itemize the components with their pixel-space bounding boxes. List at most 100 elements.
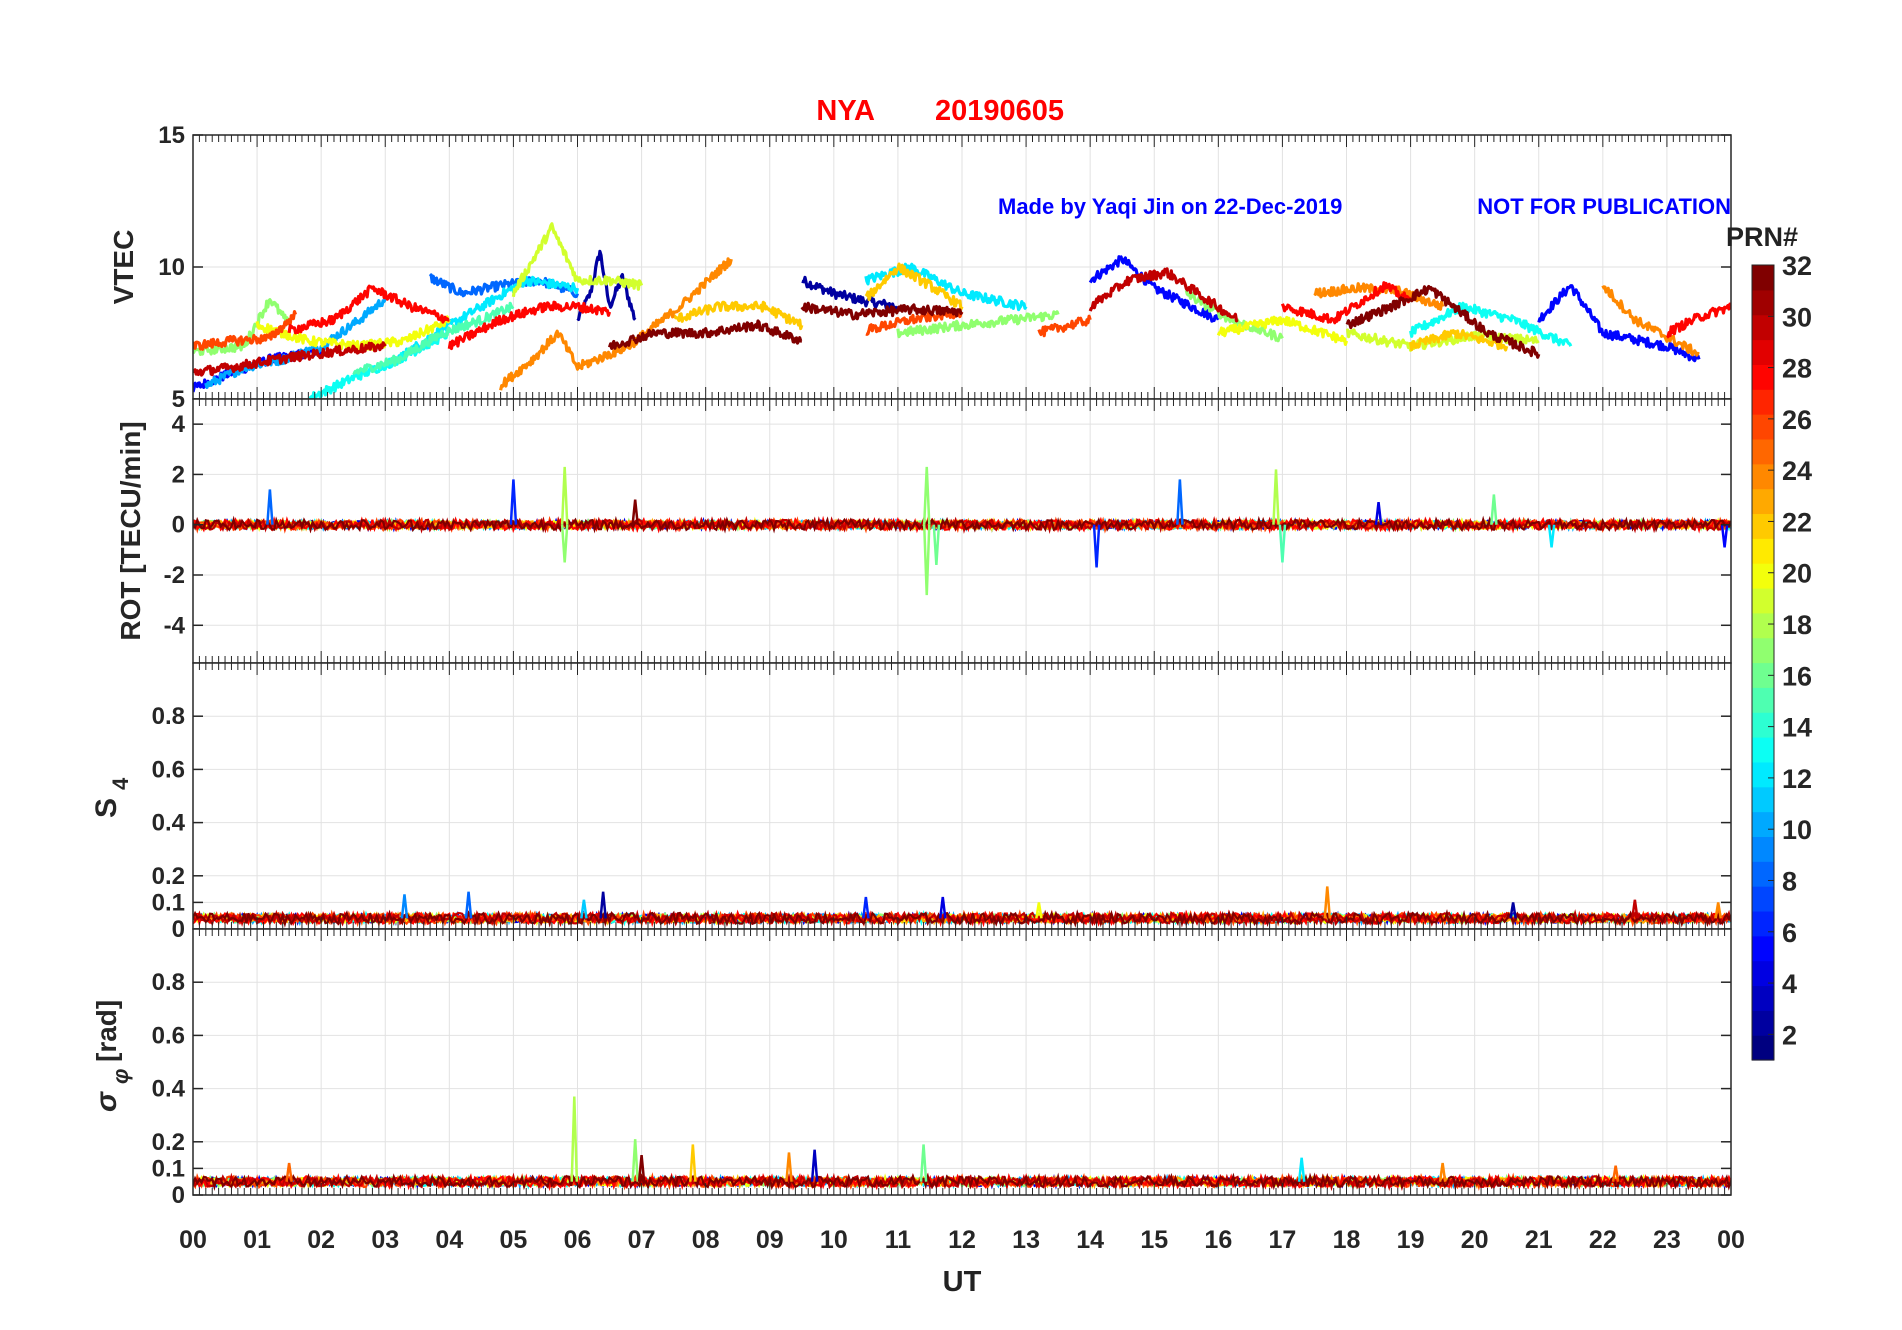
colorbar-band	[1752, 265, 1774, 291]
colorbar-band	[1752, 1035, 1774, 1061]
sigma_phi-spike	[637, 1154, 646, 1182]
x-tick-label: 19	[1397, 1226, 1425, 1254]
y-tick-label: 2	[172, 461, 185, 488]
colorbar-tick-label: 24	[1782, 456, 1812, 486]
rot-spike	[1092, 524, 1101, 568]
y-label-subscript: φ	[108, 1069, 133, 1084]
colorbar-tick-label: 14	[1782, 713, 1812, 743]
colorbar-tick-label: 18	[1782, 610, 1812, 640]
title-station: NYA	[816, 95, 875, 127]
y-tick-label: 0.6	[152, 1022, 185, 1049]
vtec-line-prn-5	[1537, 284, 1701, 363]
x-tick-label: 04	[435, 1226, 463, 1254]
panel-sigma_phi: 00.10.2 0.4 0.6 0.8 σφ [rad]	[90, 928, 1732, 1209]
s4-spike	[599, 891, 607, 919]
y-label-subscript: 4	[108, 777, 133, 790]
x-tick-labels: 00 01 02 03 04 05 06 07 08 09 10 11 12 13 14 15 16 17 18 19…	[179, 1226, 1745, 1254]
colorbar-band	[1752, 438, 1774, 465]
rot-spike	[1374, 501, 1383, 525]
y-tick-label: 0.2	[152, 863, 185, 890]
vtec-line-prn-20	[255, 315, 451, 353]
vtec-line-prn-30	[193, 341, 387, 377]
rot-spike	[922, 466, 931, 525]
sigma_phi-spike	[689, 1144, 697, 1182]
y-tick-label: 0.2	[152, 1129, 185, 1156]
colorbar-band	[1752, 1010, 1774, 1036]
vtec-line-prn-22	[1409, 329, 1509, 352]
rot-spike	[1272, 469, 1280, 525]
series-group	[193, 222, 1731, 399]
colorbar-band	[1752, 935, 1774, 962]
colorbar-band	[1752, 587, 1774, 614]
colorbar-band	[1752, 339, 1774, 365]
x-tick-label: 06	[564, 1226, 592, 1254]
rot-spike	[1278, 524, 1287, 563]
y-tick-label: 0	[172, 916, 185, 943]
vtec-line-prn-32	[800, 301, 964, 321]
sigma_phi-spike	[919, 1144, 928, 1182]
colorbar-band	[1752, 289, 1774, 316]
x-tick-label: 02	[307, 1226, 335, 1254]
vtec-line-prn-17	[896, 310, 1060, 339]
colorbar-tick-label: 4	[1782, 969, 1797, 999]
series-group	[193, 466, 1731, 596]
vtec-line-prn-28	[1280, 281, 1413, 325]
y-label-unit: [rad]	[91, 1000, 122, 1062]
vtec-line-prn-28	[1666, 302, 1731, 339]
colorbar-band	[1752, 811, 1774, 838]
y-tick-label: -4	[164, 612, 186, 639]
colorbar-tick-label: 22	[1782, 507, 1812, 537]
colorbar-tick-label: 8	[1782, 866, 1797, 896]
colorbar-band	[1752, 538, 1774, 564]
x-tick-label: 01	[243, 1226, 271, 1254]
sigma_phi-spike	[810, 1149, 819, 1182]
y-tick-label: 0.4	[152, 810, 186, 837]
colorbar-band	[1752, 662, 1774, 688]
vtec-line-prn-12	[864, 262, 1028, 312]
y-tick-label: 0	[172, 1182, 185, 1209]
vtec-line-prn-28	[447, 300, 612, 351]
colorbar-band	[1752, 513, 1774, 539]
vtec-line-prn-20	[1216, 315, 1349, 346]
x-tick-label: 16	[1204, 1226, 1232, 1254]
x-tick-label: 11	[885, 1226, 912, 1254]
colorbar-band	[1752, 836, 1774, 862]
y-axis-label-rot: ROT [TECU/min]	[115, 421, 146, 640]
colorbar-band	[1752, 314, 1774, 341]
y-label-main: σ	[90, 1091, 123, 1112]
vtec-line-prn-22	[864, 262, 964, 311]
colorbar-band	[1752, 612, 1774, 639]
colorbar-tick-label: 2	[1782, 1020, 1797, 1050]
x-tick-label: 12	[948, 1226, 976, 1254]
colorbar-tick-label: 28	[1782, 354, 1812, 384]
vtec-line-prn-17	[193, 298, 291, 356]
colorbar-band	[1752, 563, 1774, 589]
y-tick-label: 0.1	[152, 889, 185, 916]
s4-spike	[1323, 886, 1332, 919]
y-axis-label-sigma_phi: σφ [rad]	[90, 1000, 133, 1112]
colorbar-tick-label: 26	[1782, 405, 1812, 435]
colorbar-band	[1752, 861, 1774, 887]
y-tick-label: 4	[172, 411, 186, 438]
colorbar-band	[1752, 786, 1774, 813]
rot-line-prn-32	[193, 515, 1731, 534]
rot-spike	[1547, 524, 1556, 548]
vtec-line-prn-32	[607, 319, 803, 350]
x-tick-label: 08	[692, 1226, 720, 1254]
sigma_phi-spike	[1611, 1165, 1620, 1182]
vtec-line-prn-13	[1409, 301, 1573, 347]
sigma_phi-spike	[785, 1152, 793, 1182]
x-tick-label: 13	[1012, 1226, 1040, 1254]
y-tick-label: 0.8	[152, 969, 185, 996]
colorbar-tick-label: 30	[1782, 302, 1812, 332]
colorbar-band	[1752, 414, 1774, 440]
rot-spike	[631, 499, 639, 525]
vtec-line-prn-19	[1345, 328, 1540, 352]
y-tick-label: -2	[164, 562, 185, 589]
x-tick-label: 21	[1525, 1226, 1553, 1254]
x-tick-label: 17	[1269, 1226, 1297, 1254]
colorbar-band	[1752, 637, 1774, 664]
colorbar-band	[1752, 389, 1774, 415]
